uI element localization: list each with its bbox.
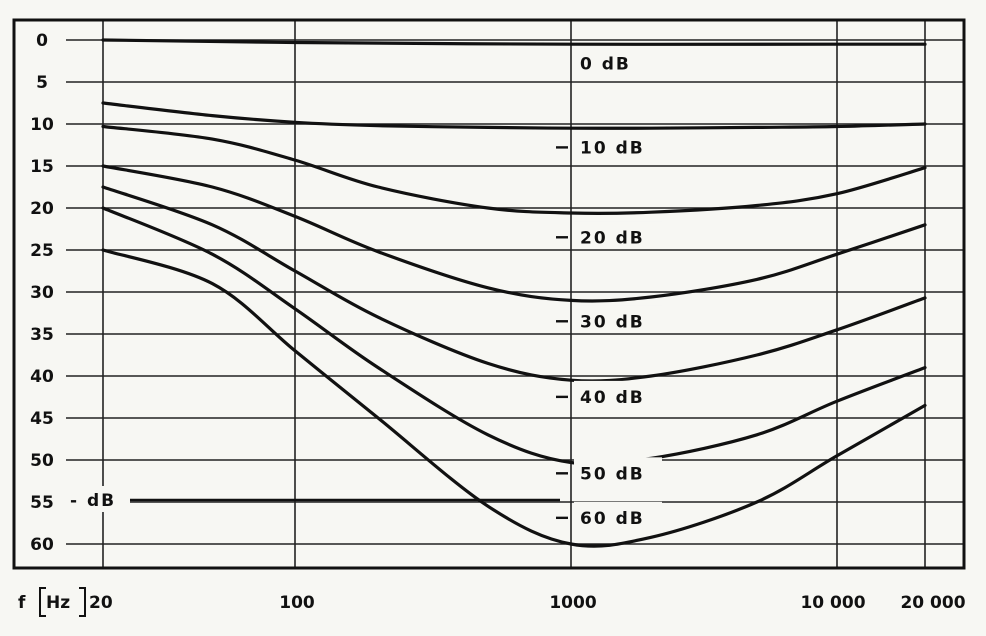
curve-label: 30 dB xyxy=(580,312,645,332)
curve-20-db xyxy=(101,124,927,215)
y-tick-label: 15 xyxy=(30,157,54,177)
curves xyxy=(101,38,927,548)
curve-label: 60 dB xyxy=(580,509,645,529)
curve-0-db xyxy=(101,38,927,46)
y-tick-label: 50 xyxy=(30,451,54,471)
curve-label-background xyxy=(574,457,662,482)
y-tick-label: 45 xyxy=(30,409,54,429)
curve-60-db xyxy=(101,248,927,548)
curve-labels: 0 dB 10 dB 20 dB 30 dB 40 dB 50 dB 60 dB xyxy=(556,47,662,529)
x-axis-label: f xyxy=(18,593,26,613)
curve-10-db xyxy=(101,101,927,130)
x-tick-label: 20 xyxy=(89,593,113,613)
unit-bracket-right xyxy=(79,587,86,617)
x-tick-label: 100 xyxy=(279,593,315,613)
curve-label: 50 dB xyxy=(580,464,645,484)
plot-frame xyxy=(12,18,966,570)
curve-30-db xyxy=(101,164,927,303)
curve-label-background xyxy=(574,380,662,405)
y-tick-label: 40 xyxy=(30,367,54,387)
curve-label: 0 dB xyxy=(580,54,631,74)
curve-40-db xyxy=(101,185,927,383)
y-tick-label: 10 xyxy=(30,115,54,135)
y-tick-label: 35 xyxy=(30,325,54,345)
y-tick-label: 20 xyxy=(30,199,54,219)
curve-50-db xyxy=(101,206,927,466)
unit-bracket-left xyxy=(39,587,46,617)
curve-label-background xyxy=(574,501,662,526)
curve-label: 20 dB xyxy=(580,228,645,248)
x-axis-unit: Hz xyxy=(46,593,70,613)
curve-label: 10 dB xyxy=(580,138,645,158)
y-tick-label: 30 xyxy=(30,283,54,303)
x-tick-label: 10 000 xyxy=(800,593,865,613)
ylabel-background xyxy=(66,486,130,512)
curve-label-background xyxy=(574,221,662,246)
y-tick-label: 60 xyxy=(30,535,54,555)
y-tick-label: 5 xyxy=(36,73,48,93)
x-axis-ticks: 20 100 1000 10 000 20 000 xyxy=(89,593,966,613)
curve-label-background xyxy=(574,47,662,72)
y-axis-ticks: 0 5 10 15 20 25 30 35 40 45 50 55 60 xyxy=(30,31,54,555)
curve-label-background xyxy=(574,305,662,330)
y-tick-label: 55 xyxy=(30,493,54,513)
y-tick-label: 0 xyxy=(36,31,48,51)
curve-label: 40 dB xyxy=(580,388,645,408)
y-tick-label: 25 xyxy=(30,241,54,261)
x-tick-label: 20 000 xyxy=(900,593,965,613)
grid xyxy=(66,20,964,568)
y-axis-label: - dB xyxy=(70,491,116,511)
x-tick-label: 1000 xyxy=(549,593,596,613)
curve-label-background xyxy=(574,131,662,156)
